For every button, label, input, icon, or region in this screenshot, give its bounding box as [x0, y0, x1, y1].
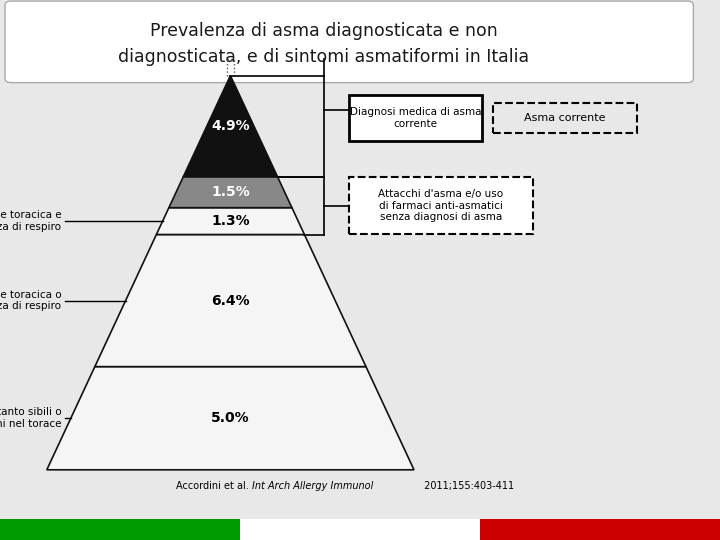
Text: Costrizione toracica o
mancanza di respiro: Costrizione toracica o mancanza di respi… [0, 290, 61, 312]
Polygon shape [184, 76, 277, 177]
Text: Soltanto sibili o
fischi nel torace: Soltanto sibili o fischi nel torace [0, 407, 61, 429]
Text: Asma corrente: Asma corrente [524, 113, 606, 123]
Bar [349, 95, 482, 141]
Text: 4.9%: 4.9% [211, 119, 250, 133]
Text: 1.5%: 1.5% [211, 185, 250, 199]
Bar [493, 103, 637, 133]
Polygon shape [156, 208, 305, 234]
Bar [349, 177, 533, 234]
FancyBboxPatch shape [5, 1, 693, 83]
Text: Int Arch Allergy Immunol: Int Arch Allergy Immunol [252, 481, 374, 491]
Polygon shape [95, 234, 366, 367]
Text: diagnosticata, e di sintomi asmatiformi in Italia: diagnosticata, e di sintomi asmatiformi … [118, 48, 530, 66]
Text: 1.3%: 1.3% [211, 214, 250, 228]
Text: 5.0%: 5.0% [211, 411, 250, 425]
Bar [0, 519, 240, 540]
Text: Prevalenza di asma diagnosticata e non: Prevalenza di asma diagnosticata e non [150, 22, 498, 40]
Text: Attacchi d'asma e/o uso
di farmaci anti-asmatici
senza diagnosi di asma: Attacchi d'asma e/o uso di farmaci anti-… [379, 189, 503, 222]
Text: Diagnosi medica di asma
corrente: Diagnosi medica di asma corrente [350, 107, 482, 129]
Bar [240, 519, 480, 540]
Polygon shape [169, 177, 292, 208]
Text: 2011;155:403-411: 2011;155:403-411 [421, 481, 514, 491]
Text: 6.4%: 6.4% [211, 294, 250, 308]
Text: Accordini et al.: Accordini et al. [176, 481, 252, 491]
Text: Costrizione toracica e
mancanza di respiro: Costrizione toracica e mancanza di respi… [0, 210, 61, 232]
Polygon shape [47, 367, 414, 470]
Bar [480, 519, 720, 540]
